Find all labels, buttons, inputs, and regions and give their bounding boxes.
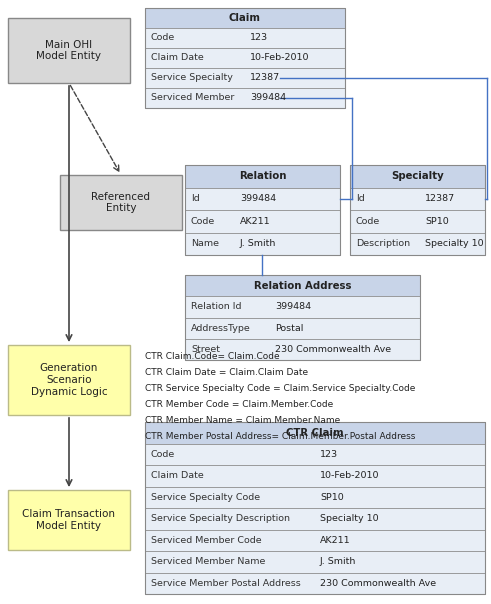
- Bar: [350, 210, 485, 233]
- Text: 230 Commonwealth Ave: 230 Commonwealth Ave: [320, 579, 436, 588]
- Bar: [145, 48, 345, 68]
- Text: 230 Commonwealth Ave: 230 Commonwealth Ave: [275, 345, 391, 354]
- Text: Relation Id: Relation Id: [191, 303, 242, 312]
- Text: Street: Street: [191, 345, 220, 354]
- Bar: [8, 18, 130, 83]
- Bar: [350, 187, 485, 210]
- Text: Code: Code: [151, 450, 175, 459]
- Bar: [145, 8, 345, 108]
- Bar: [145, 551, 485, 573]
- Text: Code: Code: [151, 33, 175, 42]
- Bar: [145, 28, 345, 48]
- Bar: [145, 508, 485, 530]
- Bar: [350, 165, 485, 187]
- Text: Service Specialty Description: Service Specialty Description: [151, 514, 290, 523]
- Text: CTR Claim: CTR Claim: [286, 428, 344, 438]
- Text: Id: Id: [356, 194, 365, 204]
- Text: Generation
Scenario
Dynamic Logic: Generation Scenario Dynamic Logic: [30, 364, 108, 397]
- Bar: [8, 345, 130, 415]
- Bar: [60, 175, 182, 230]
- Text: 399484: 399484: [250, 94, 286, 103]
- Text: Specialty 10: Specialty 10: [425, 239, 484, 248]
- Bar: [185, 165, 340, 255]
- Bar: [185, 233, 340, 255]
- Bar: [145, 530, 485, 551]
- Bar: [145, 486, 485, 508]
- Text: AddressType: AddressType: [191, 324, 251, 333]
- Bar: [145, 422, 485, 594]
- Text: SP10: SP10: [425, 217, 449, 226]
- Text: Relation Address: Relation Address: [254, 281, 351, 291]
- Text: Service Member Postal Address: Service Member Postal Address: [151, 579, 301, 588]
- Text: Referenced
Entity: Referenced Entity: [91, 191, 151, 213]
- Text: Main OHI
Model Entity: Main OHI Model Entity: [36, 40, 102, 61]
- Text: Description: Description: [356, 239, 410, 248]
- Text: Serviced Member: Serviced Member: [151, 94, 234, 103]
- Text: Postal: Postal: [275, 324, 303, 333]
- Bar: [185, 275, 420, 296]
- Text: Relation: Relation: [239, 172, 286, 181]
- Text: AK211: AK211: [320, 536, 351, 545]
- Text: Claim: Claim: [229, 13, 261, 23]
- Bar: [350, 233, 485, 255]
- Bar: [145, 465, 485, 486]
- Text: 12387: 12387: [425, 194, 455, 204]
- Text: Claim Date: Claim Date: [151, 54, 204, 62]
- Text: 399484: 399484: [275, 303, 311, 312]
- Text: J. Smith: J. Smith: [320, 557, 356, 567]
- Text: Id: Id: [191, 194, 200, 204]
- Text: 123: 123: [320, 450, 338, 459]
- Text: Specialty: Specialty: [391, 172, 444, 181]
- Text: Serviced Member Code: Serviced Member Code: [151, 536, 262, 545]
- Text: Code: Code: [356, 217, 380, 226]
- Bar: [8, 490, 130, 550]
- Bar: [145, 422, 485, 443]
- Text: 10-Feb-2010: 10-Feb-2010: [250, 54, 309, 62]
- Bar: [145, 8, 345, 28]
- Bar: [145, 88, 345, 108]
- Text: 10-Feb-2010: 10-Feb-2010: [320, 471, 380, 480]
- Text: Serviced Member Name: Serviced Member Name: [151, 557, 265, 567]
- Bar: [145, 68, 345, 88]
- Bar: [185, 187, 340, 210]
- Bar: [185, 210, 340, 233]
- Text: CTR Claim Date = Claim.Claim Date: CTR Claim Date = Claim.Claim Date: [145, 368, 308, 377]
- Text: J. Smith: J. Smith: [240, 239, 276, 248]
- Bar: [185, 275, 420, 360]
- Bar: [185, 318, 420, 339]
- Text: Claim Transaction
Model Entity: Claim Transaction Model Entity: [23, 509, 115, 531]
- Bar: [185, 339, 420, 360]
- Text: 399484: 399484: [240, 194, 276, 204]
- Text: SP10: SP10: [320, 493, 344, 502]
- Text: Name: Name: [191, 239, 219, 248]
- Text: AK211: AK211: [240, 217, 271, 226]
- Text: CTR Claim.Code= Claim.Code: CTR Claim.Code= Claim.Code: [145, 352, 280, 361]
- Text: CTR Member Postal Address= Claim.Member.Postal Address: CTR Member Postal Address= Claim.Member.…: [145, 432, 415, 441]
- Text: Code: Code: [191, 217, 215, 226]
- Text: 12387: 12387: [250, 74, 280, 83]
- Text: Service Specialty: Service Specialty: [151, 74, 233, 83]
- Text: CTR Service Specialty Code = Claim.Service Specialty.Code: CTR Service Specialty Code = Claim.Servi…: [145, 384, 415, 393]
- Bar: [185, 296, 420, 318]
- Text: CTR Member Name = Claim.Member.Name: CTR Member Name = Claim.Member.Name: [145, 416, 340, 425]
- Bar: [145, 443, 485, 465]
- Bar: [350, 165, 485, 255]
- Text: Claim Date: Claim Date: [151, 471, 204, 480]
- Text: 123: 123: [250, 33, 268, 42]
- Text: Specialty 10: Specialty 10: [320, 514, 379, 523]
- Bar: [145, 573, 485, 594]
- Bar: [185, 165, 340, 187]
- Text: Service Specialty Code: Service Specialty Code: [151, 493, 260, 502]
- Text: CTR Member Code = Claim.Member.Code: CTR Member Code = Claim.Member.Code: [145, 400, 333, 409]
